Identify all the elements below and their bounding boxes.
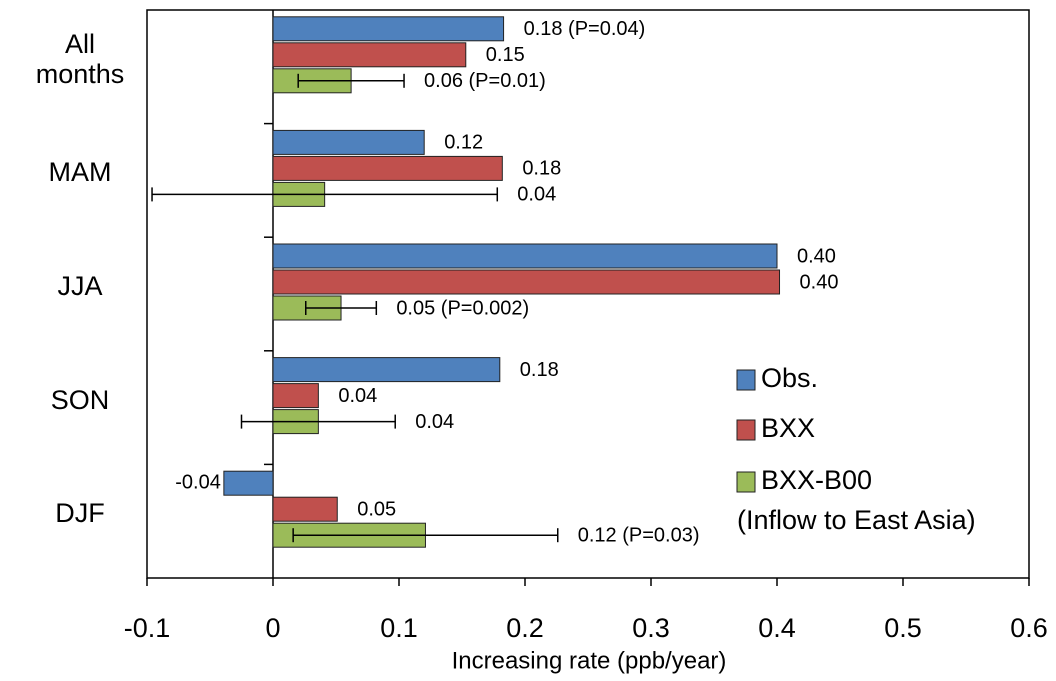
legend-swatch <box>736 419 756 441</box>
data-label: 0.18 (P=0.04) <box>524 18 646 40</box>
data-label: 0.12 <box>444 132 483 154</box>
x-tick-label: 0.3 <box>632 613 670 643</box>
bar <box>272 42 467 68</box>
bar <box>272 496 338 522</box>
plot-frame <box>146 9 1030 579</box>
bar <box>272 243 778 269</box>
data-label: 0.18 <box>520 359 559 381</box>
category-label: MAM <box>48 157 112 188</box>
x-tick-label: -0.1 <box>124 613 171 643</box>
x-axis-title: Increasing rate (ppb/year) <box>452 647 727 674</box>
bar <box>272 155 503 181</box>
legend-label: Obs. <box>761 363 818 393</box>
category-label: SON <box>50 384 110 415</box>
bar <box>272 129 425 155</box>
data-label: 0.05 (P=0.002) <box>396 297 529 319</box>
error-bar <box>151 187 499 202</box>
x-tick-label: 0 <box>265 613 280 643</box>
x-tick-label: 0.6 <box>1010 613 1048 643</box>
data-label: 0.40 <box>800 271 839 293</box>
bar <box>223 470 274 496</box>
x-tick-label: 0.5 <box>884 613 922 643</box>
data-label: 0.40 <box>797 245 836 267</box>
category-label: All months <box>35 28 125 89</box>
x-tick-label: 0.4 <box>758 613 796 643</box>
bar <box>272 357 501 383</box>
data-label: 0.04 <box>415 411 454 433</box>
data-label: 0.12 (P=0.03) <box>578 524 700 546</box>
x-tick-label: 0.2 <box>506 613 544 643</box>
error-bar <box>292 528 559 543</box>
error-bar <box>240 414 396 429</box>
bar <box>272 16 505 42</box>
legend-swatch <box>736 471 756 493</box>
x-tick-label: 0.1 <box>380 613 418 643</box>
category-label: JJA <box>57 271 103 301</box>
bar <box>272 269 781 295</box>
data-label: 0.04 <box>338 385 377 407</box>
data-label: 0.04 <box>517 184 556 206</box>
data-label: -0.04 <box>175 471 221 493</box>
data-label: 0.18 <box>522 158 561 180</box>
legend-label: BXX <box>761 413 815 443</box>
legend-note: (Inflow to East Asia) <box>737 505 976 535</box>
bar <box>272 383 319 409</box>
legend-swatch <box>736 369 756 391</box>
error-bar <box>305 301 378 315</box>
data-label: 0.05 <box>357 498 396 520</box>
legend-label: BXX-B00 <box>761 465 872 495</box>
category-label: DJF <box>55 498 105 529</box>
data-label: 0.15 <box>486 44 525 66</box>
error-bar <box>297 73 405 88</box>
data-label: 0.06 (P=0.01) <box>424 70 546 92</box>
